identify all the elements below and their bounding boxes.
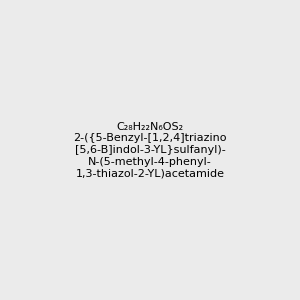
Text: C₂₈H₂₂N₆OS₂
2-({5-Benzyl-[1,2,4]triazino
[5,6-B]indol-3-YL}sulfanyl)-
N-(5-methy: C₂₈H₂₂N₆OS₂ 2-({5-Benzyl-[1,2,4]triazino… <box>73 122 227 178</box>
